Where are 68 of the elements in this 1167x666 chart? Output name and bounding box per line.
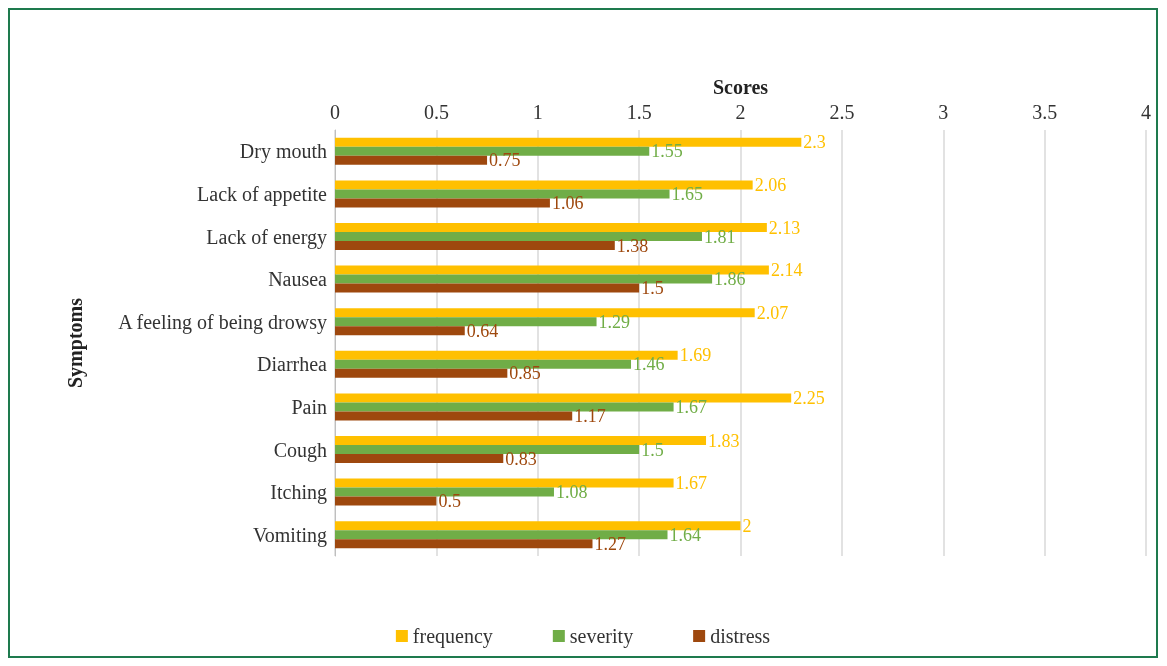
legend-label: severity <box>569 625 634 648</box>
x-tick-label: 3 <box>938 101 949 123</box>
bar <box>335 539 593 549</box>
data-label: 1.08 <box>555 482 588 503</box>
data-label: 1.5 <box>641 439 664 460</box>
data-label: 2.14 <box>770 260 803 281</box>
data-label: 1.86 <box>714 269 746 290</box>
bar <box>335 198 550 208</box>
bar <box>335 496 437 506</box>
legend-label: frequency <box>412 625 493 648</box>
bar <box>335 155 488 165</box>
data-label: 2.06 <box>754 174 787 195</box>
data-label: 1.17 <box>574 405 606 426</box>
y-tick-label: Itching <box>270 481 327 505</box>
data-label: 0.5 <box>438 491 461 512</box>
y-tick-label: Lack of appetite <box>197 182 328 206</box>
x-tick-label: 0.5 <box>423 101 449 123</box>
bar <box>335 223 767 232</box>
data-label: 2.25 <box>793 387 825 408</box>
data-label: 0.75 <box>489 150 521 171</box>
legend-label: distress <box>710 625 771 647</box>
data-label: 1.46 <box>633 354 665 375</box>
bar <box>335 326 465 336</box>
x-tick-label: 1 <box>532 101 543 123</box>
data-label: 0.64 <box>466 320 499 341</box>
data-label: 1.83 <box>708 430 740 451</box>
data-label: 0.85 <box>509 363 541 384</box>
data-label: 2.07 <box>756 302 789 323</box>
y-tick-label: Nausea <box>268 268 328 291</box>
data-label: 1.67 <box>675 473 708 494</box>
bar <box>335 454 504 463</box>
y-axis-title: Symptoms <box>64 297 87 389</box>
x-tick-label: 2 <box>735 101 746 123</box>
data-label: 1.55 <box>651 141 683 162</box>
data-label: 1.69 <box>679 345 712 366</box>
data-label: 0.83 <box>505 448 537 469</box>
x-tick-label: 1.5 <box>626 101 652 123</box>
x-tick-label: 2.5 <box>829 101 855 123</box>
x-axis-title: Scores <box>712 76 769 99</box>
bar <box>335 436 707 445</box>
y-tick-label: Cough <box>273 438 327 462</box>
data-label: 1.27 <box>594 533 626 554</box>
bar <box>335 368 508 378</box>
x-tick-label: 4 <box>1141 101 1151 123</box>
bar <box>335 232 702 241</box>
bar <box>335 283 640 293</box>
data-label: 2.3 <box>803 132 826 153</box>
data-label: 2 <box>742 515 752 536</box>
x-tick-label: 0 <box>330 101 340 123</box>
data-label: 1.38 <box>616 235 649 256</box>
y-tick-label: Diarrhea <box>257 353 328 376</box>
data-label: 1.5 <box>641 278 664 299</box>
bar <box>335 411 573 421</box>
data-label: 1.65 <box>671 183 704 204</box>
x-tick-label: 3.5 <box>1032 101 1058 123</box>
data-label: 1.81 <box>703 226 736 247</box>
data-label: 1.67 <box>675 396 708 417</box>
data-label: 1.06 <box>551 192 584 213</box>
y-tick-label: Vomiting <box>252 523 327 547</box>
data-label: 1.29 <box>598 311 631 332</box>
data-label: 1.64 <box>669 524 702 545</box>
y-tick-label: A feeling of being drowsy <box>118 310 327 334</box>
bar <box>335 445 640 454</box>
y-tick-label: Dry mouth <box>239 140 327 164</box>
data-label: 2.13 <box>768 217 801 238</box>
bar <box>335 241 615 250</box>
y-tick-label: Pain <box>291 395 327 418</box>
y-tick-label: Lack of energy <box>206 225 327 249</box>
